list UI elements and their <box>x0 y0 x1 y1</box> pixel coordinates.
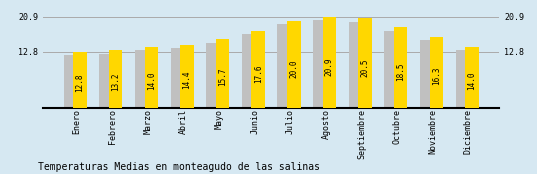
Bar <box>455 50 466 108</box>
Text: 20.0: 20.0 <box>289 59 298 78</box>
Bar <box>206 43 216 108</box>
Bar <box>313 20 323 108</box>
Text: 14.4: 14.4 <box>183 70 192 89</box>
Bar <box>384 31 394 108</box>
Text: 14.0: 14.0 <box>147 71 156 90</box>
Bar <box>180 45 194 108</box>
Bar <box>465 47 478 108</box>
Bar <box>64 56 74 108</box>
Text: 15.7: 15.7 <box>218 68 227 86</box>
Bar <box>420 40 430 108</box>
Text: 13.2: 13.2 <box>111 73 120 91</box>
Bar <box>251 31 265 108</box>
Bar <box>99 54 110 108</box>
Bar <box>394 27 408 108</box>
Bar <box>216 39 229 108</box>
Bar <box>323 17 336 108</box>
Text: 18.5: 18.5 <box>396 62 405 81</box>
Bar <box>144 47 158 108</box>
Bar <box>358 18 372 108</box>
Text: 14.0: 14.0 <box>467 71 476 90</box>
Bar <box>171 49 180 108</box>
Bar <box>278 24 287 108</box>
Bar <box>109 50 122 108</box>
Text: 16.3: 16.3 <box>432 67 441 85</box>
Bar <box>74 52 87 108</box>
Text: 20.9: 20.9 <box>325 58 334 76</box>
Text: 20.5: 20.5 <box>360 58 369 77</box>
Bar <box>242 34 252 108</box>
Bar <box>135 50 145 108</box>
Bar <box>349 22 359 108</box>
Text: 12.8: 12.8 <box>76 73 85 92</box>
Bar <box>287 21 301 108</box>
Bar <box>430 37 443 108</box>
Text: 17.6: 17.6 <box>253 64 263 82</box>
Text: Temperaturas Medias en monteagudo de las salinas: Temperaturas Medias en monteagudo de las… <box>38 162 320 172</box>
